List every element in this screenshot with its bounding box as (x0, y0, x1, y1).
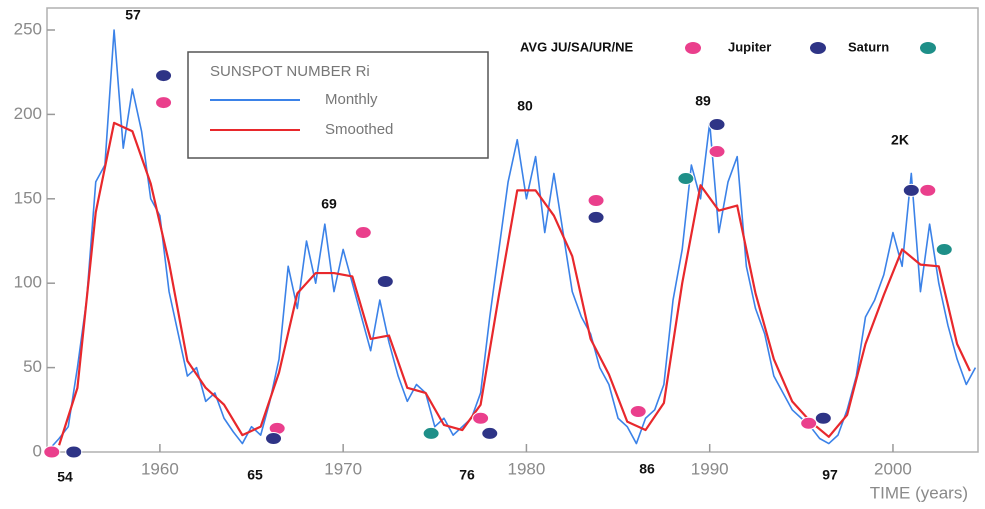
plot-frame (46, 7, 979, 453)
planet-marker (587, 193, 605, 207)
annotation: 69 (321, 196, 337, 212)
y-tick-label: 0 (33, 441, 42, 460)
planet-marker (481, 426, 499, 440)
annotation: 86 (639, 461, 655, 477)
series-line (58, 121, 971, 446)
annotation: 97 (822, 467, 838, 483)
x-tick-label: 1970 (324, 459, 362, 478)
x-axis-label: TIME (years) (870, 483, 968, 502)
legend-label: Smoothed (325, 121, 393, 138)
series-line (49, 29, 977, 450)
planet-marker (902, 183, 920, 197)
legend-box (187, 51, 489, 159)
annotation: 2K (891, 132, 909, 148)
planet-marker (587, 210, 605, 224)
planet-marker (155, 69, 173, 83)
legend-swatch (685, 42, 701, 54)
planet-marker (422, 426, 440, 440)
x-tick-label: 2000 (874, 459, 912, 478)
x-tick-label: 1960 (141, 459, 179, 478)
y-tick-label: 150 (14, 188, 42, 207)
planet-marker (677, 172, 695, 186)
legend-label: AVG JU/SA/UR/NE (520, 39, 633, 54)
planet-marker (376, 275, 394, 289)
annotation: 57 (125, 7, 141, 23)
annotation: 65 (247, 467, 263, 483)
annotation: 76 (459, 467, 475, 483)
planet-marker (708, 118, 726, 132)
y-tick-label: 50 (23, 357, 42, 376)
planet-marker (708, 145, 726, 159)
planet-marker (155, 96, 173, 110)
legend-title: SUNSPOT NUMBER Ri (210, 63, 370, 80)
legend-label: Monthly (325, 91, 378, 108)
y-tick-label: 250 (14, 19, 42, 38)
planet-marker (65, 445, 83, 459)
y-tick-label: 200 (14, 104, 42, 123)
annotation: 54 (57, 469, 73, 485)
legend-swatch (920, 42, 936, 54)
x-tick-label: 1980 (508, 459, 546, 478)
planet-marker (472, 411, 490, 425)
x-tick-label: 1990 (691, 459, 729, 478)
annotation: 80 (517, 98, 533, 114)
planet-marker (629, 404, 647, 418)
legend-label: Jupiter (728, 39, 771, 54)
planet-marker (43, 445, 61, 459)
planet-marker (814, 411, 832, 425)
y-tick-label: 100 (14, 273, 42, 292)
legend-swatch (810, 42, 826, 54)
annotation: 89 (695, 93, 711, 109)
planet-marker (265, 431, 283, 445)
planet-marker (935, 242, 953, 256)
legend-label: Saturn (848, 39, 889, 54)
planet-marker (800, 416, 818, 430)
planet-marker (354, 226, 372, 240)
planet-marker (919, 183, 937, 197)
annotations: 57 54 65 69 76 80 86 89 97 2K (57, 7, 909, 485)
